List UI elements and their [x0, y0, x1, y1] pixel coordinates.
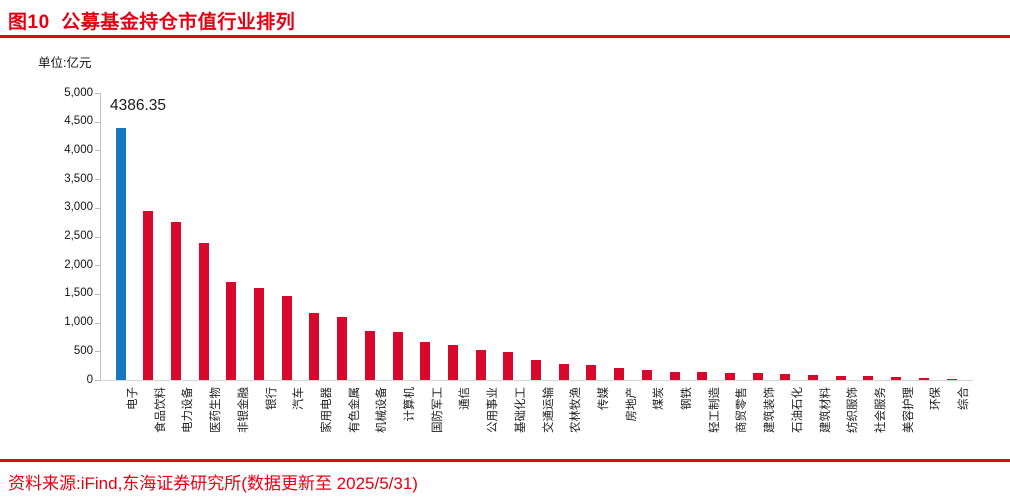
bar-农林牧渔	[558, 363, 569, 380]
bar-轻工制造	[697, 372, 708, 380]
y-tick-mark	[95, 93, 100, 94]
bar-交通运输	[531, 359, 541, 380]
top-divider-rule	[0, 35, 1010, 38]
source-note: 资料来源:iFind,东海证券研究所(数据更新至 2025/5/31)	[8, 474, 418, 493]
bar-有色金属	[337, 316, 348, 380]
bar-煤炭	[641, 369, 652, 380]
bar-纺织服饰	[835, 375, 846, 380]
bar-美容护理	[891, 376, 902, 380]
x-axis-baseline	[100, 380, 973, 381]
bottom-divider-rule	[0, 459, 1010, 462]
bar-非银金融	[226, 281, 237, 380]
y-tick-label: 3,500	[64, 172, 93, 185]
bar-综合	[946, 378, 957, 380]
bar-家用电器	[309, 313, 320, 380]
y-tick-mark	[95, 351, 100, 353]
bar-国防军工	[420, 342, 431, 380]
bar-房地产	[614, 367, 625, 380]
y-tick-label: 4,500	[64, 115, 93, 128]
unit-label: 单位:亿元	[38, 56, 92, 70]
bar-电力设备	[170, 221, 181, 380]
y-tick-label: 2,000	[64, 258, 93, 271]
y-tick-mark	[95, 380, 100, 381]
y-tick-label: 4,000	[64, 143, 93, 156]
y-tick-mark	[95, 179, 100, 181]
y-tick-label: 5,000	[64, 86, 93, 99]
y-tick-mark	[95, 150, 100, 152]
y-tick-mark	[95, 121, 100, 123]
bar-传媒	[586, 365, 597, 380]
highlight-value-label: 4386.35	[110, 97, 167, 114]
bar-机械设备	[364, 330, 375, 380]
figure-title: 图10 公募基金持仓市值行业排列	[8, 12, 296, 33]
bar-通信	[447, 344, 458, 380]
y-tick-label: 2,500	[64, 230, 93, 242]
y-tick-label: 1,500	[64, 287, 93, 300]
bar-计算机	[392, 331, 403, 380]
y-tick-mark	[95, 322, 100, 324]
bar-医药生物	[198, 242, 209, 380]
y-tick-label: 3,000	[64, 201, 93, 214]
bar-钢铁	[669, 371, 680, 380]
bar-商贸零售	[724, 372, 735, 380]
y-tick-mark	[95, 293, 100, 295]
bar-石油石化	[780, 373, 791, 380]
bar-电子	[115, 128, 126, 380]
y-tick-mark	[95, 265, 100, 267]
bar-建筑装饰	[752, 373, 763, 380]
bar-社会服务	[863, 376, 874, 380]
bar-公用事业	[475, 349, 486, 380]
y-tick-label: 1,000	[64, 316, 93, 329]
bar-银行	[254, 287, 264, 380]
y-tick-mark	[95, 207, 100, 209]
y-axis-line	[100, 93, 101, 380]
bar-建筑材料	[808, 374, 818, 380]
y-tick-label: 500	[73, 344, 93, 357]
y-tick-mark	[95, 236, 100, 238]
bar-食品饮料	[143, 211, 154, 380]
bar-环保	[918, 377, 929, 380]
bar-基础化工	[503, 351, 514, 380]
bar-汽车	[281, 296, 292, 380]
y-tick-label: 0	[86, 373, 93, 386]
